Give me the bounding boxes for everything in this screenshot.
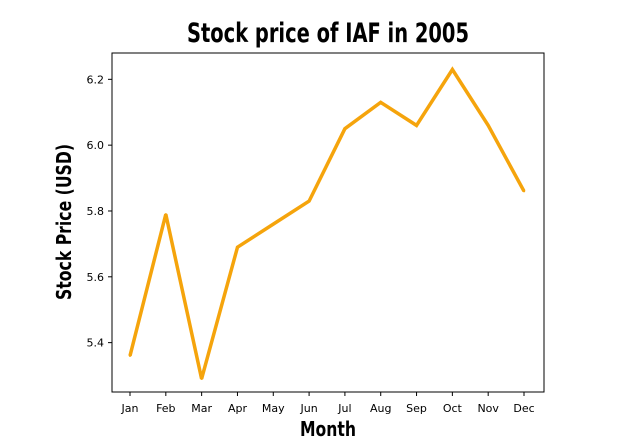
- plot-frame: [111, 52, 545, 393]
- x-tick-label: Jul: [337, 402, 351, 415]
- series-line: [128, 66, 526, 380]
- x-tick-label: Jan: [121, 402, 139, 415]
- data-point: [307, 199, 311, 203]
- x-axis: Jan Feb Mar Apr May Jun Jul Aug Sep Oct Nov Dec: [121, 392, 535, 415]
- data-point: [164, 213, 168, 216]
- data-point: [272, 222, 275, 226]
- data-point: [486, 124, 490, 127]
- y-tick-label: 5.4: [87, 337, 105, 350]
- y-axis-label: Stock Price (USD): [52, 144, 76, 300]
- x-tick-label: May: [262, 402, 285, 415]
- y-tick-label: 6.0: [87, 139, 105, 152]
- plot-area: [128, 66, 526, 381]
- x-tick-label: Apr: [228, 402, 248, 415]
- data-point: [128, 354, 132, 357]
- y-tick-label: 6.2: [87, 73, 105, 86]
- x-tick-label: Sep: [406, 402, 427, 415]
- x-tick-label: Feb: [156, 402, 175, 415]
- data-point: [200, 377, 203, 381]
- data-point: [343, 127, 347, 130]
- chart-title: Stock price of IAF in 2005: [187, 18, 469, 49]
- x-axis-label: Month: [300, 417, 356, 440]
- x-tick-label: Nov: [477, 402, 499, 415]
- data-point: [451, 68, 454, 71]
- x-tick-label: Jun: [299, 402, 317, 415]
- x-tick-label: Aug: [370, 402, 391, 415]
- x-tick-label: Mar: [191, 402, 212, 415]
- data-point: [522, 190, 526, 193]
- data-point: [415, 124, 418, 127]
- data-point: [236, 245, 239, 249]
- x-tick-label: Dec: [513, 402, 534, 415]
- y-axis: 5.4 5.6 5.8 6.0 6.2: [87, 73, 112, 350]
- y-tick-label: 5.8: [87, 205, 105, 218]
- x-tick-label: Oct: [443, 402, 463, 415]
- data-point: [379, 101, 382, 104]
- y-tick-label: 5.6: [87, 271, 105, 284]
